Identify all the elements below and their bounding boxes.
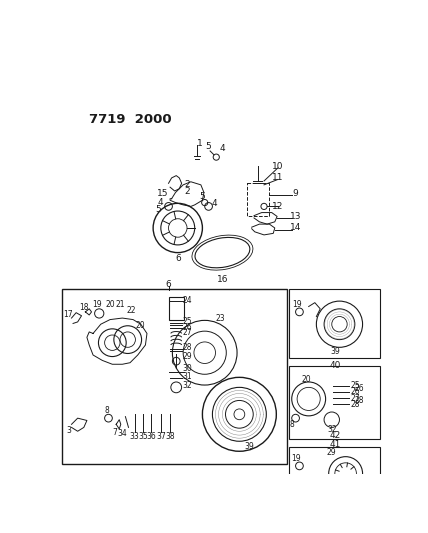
Text: 11: 11: [272, 173, 284, 182]
Text: 35: 35: [138, 432, 148, 441]
Text: 15: 15: [157, 189, 168, 198]
Text: 12: 12: [272, 202, 284, 211]
Text: 25: 25: [182, 317, 192, 326]
Text: 38: 38: [165, 432, 175, 441]
Text: 20: 20: [136, 321, 146, 330]
Text: 19: 19: [291, 454, 300, 463]
Text: 28: 28: [182, 343, 192, 352]
Text: 2: 2: [184, 187, 190, 196]
Text: 25: 25: [350, 381, 360, 390]
Text: 3: 3: [66, 426, 71, 435]
Text: 27: 27: [350, 394, 360, 402]
Text: 7719  2000: 7719 2000: [89, 113, 172, 126]
Text: 19: 19: [292, 301, 302, 310]
Text: 41: 41: [330, 440, 341, 449]
Text: 32: 32: [327, 425, 336, 434]
Bar: [169, 296, 184, 320]
Text: 8: 8: [104, 406, 109, 415]
Text: 22: 22: [127, 306, 137, 315]
Text: 7: 7: [112, 427, 117, 437]
Text: 24: 24: [182, 296, 192, 305]
Text: 8: 8: [289, 420, 294, 429]
Text: 23: 23: [215, 313, 225, 322]
Bar: [289, 366, 380, 439]
Text: 5: 5: [156, 205, 161, 214]
Text: 20: 20: [302, 375, 311, 384]
Text: 28: 28: [355, 396, 364, 405]
Text: 29: 29: [182, 352, 192, 361]
Text: 5: 5: [206, 142, 211, 151]
Text: 4: 4: [220, 144, 225, 153]
Text: 42: 42: [330, 431, 341, 440]
Text: 4: 4: [158, 198, 163, 207]
Text: 33: 33: [130, 432, 140, 441]
Text: 20: 20: [105, 300, 115, 309]
Text: 13: 13: [290, 212, 301, 221]
Bar: [247, 183, 269, 216]
Text: 6: 6: [166, 280, 171, 289]
Text: 30: 30: [182, 365, 192, 374]
Text: 6: 6: [175, 254, 181, 263]
Text: 31: 31: [182, 372, 192, 381]
Text: 39: 39: [331, 346, 341, 356]
Bar: [62, 289, 287, 464]
Text: 32: 32: [182, 381, 192, 390]
Text: 36: 36: [146, 432, 156, 441]
Text: 26: 26: [350, 387, 360, 397]
Text: 26: 26: [182, 323, 192, 332]
Text: 4: 4: [212, 199, 217, 208]
Text: 39: 39: [244, 442, 254, 451]
Text: 27: 27: [182, 328, 192, 337]
Text: 34: 34: [117, 429, 127, 438]
Text: 16: 16: [217, 275, 228, 284]
Text: 26: 26: [355, 384, 364, 393]
Text: 1: 1: [197, 139, 203, 148]
Text: 2: 2: [184, 180, 190, 189]
Bar: [289, 289, 380, 358]
Text: 10: 10: [272, 162, 284, 171]
Text: 17: 17: [64, 310, 73, 319]
Text: 29: 29: [327, 448, 336, 457]
Text: 5: 5: [199, 192, 205, 201]
Text: 18: 18: [79, 303, 89, 312]
Text: 14: 14: [290, 223, 301, 232]
Text: 9: 9: [293, 189, 298, 198]
Text: 37: 37: [156, 432, 166, 441]
Bar: [289, 447, 380, 508]
Text: 21: 21: [115, 300, 125, 309]
Text: 28: 28: [350, 400, 360, 409]
Text: 19: 19: [92, 301, 102, 310]
Text: 40: 40: [330, 360, 341, 369]
